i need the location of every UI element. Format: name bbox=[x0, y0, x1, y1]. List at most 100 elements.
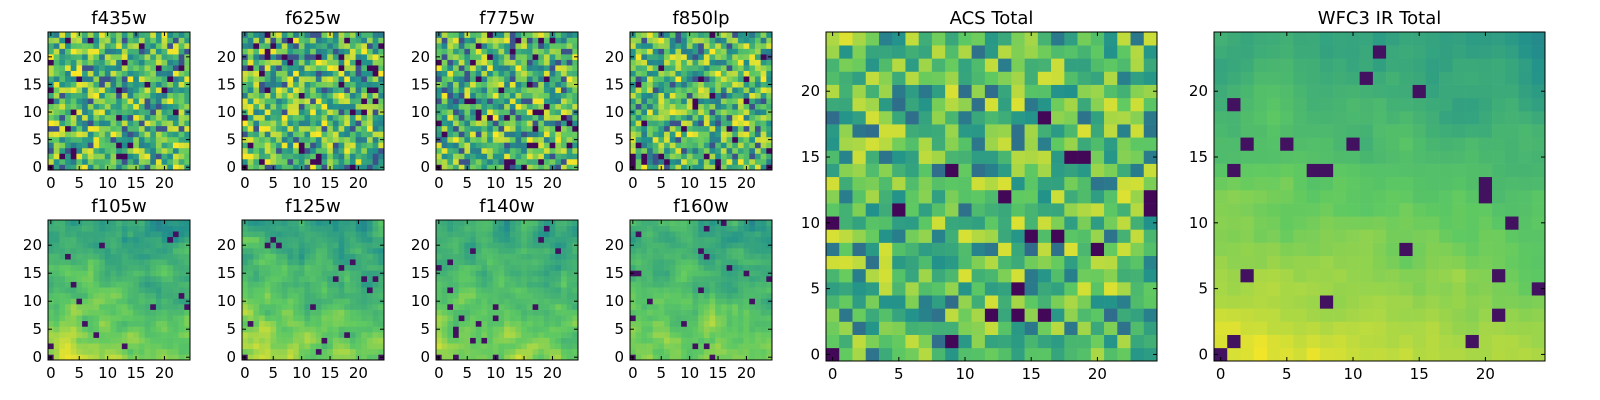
heatmap-cell bbox=[70, 54, 77, 60]
heatmap-cell bbox=[543, 220, 550, 226]
heatmap-cell bbox=[715, 98, 722, 105]
heatmap-cell bbox=[447, 125, 454, 132]
heatmap-cell bbox=[669, 142, 676, 149]
heatmap-cell bbox=[138, 48, 145, 55]
heatmap-cell bbox=[184, 259, 191, 266]
heatmap-cell bbox=[355, 292, 362, 299]
heatmap-cell bbox=[293, 158, 300, 165]
heatmap-cell bbox=[572, 92, 579, 99]
heatmap-cell bbox=[133, 59, 140, 66]
heatmap-cell bbox=[144, 164, 151, 171]
heatmap-cell bbox=[298, 264, 305, 271]
heatmap-cell bbox=[560, 164, 567, 171]
heatmap-cell bbox=[321, 343, 328, 350]
heatmap-cell bbox=[304, 65, 311, 71]
heatmap-cell bbox=[321, 348, 328, 355]
heatmap-cell bbox=[641, 70, 648, 77]
heatmap-cell bbox=[572, 32, 579, 38]
heatmap-cell bbox=[692, 153, 699, 160]
heatmap-cell bbox=[93, 315, 100, 322]
heatmap-cell bbox=[464, 48, 471, 55]
heatmap-cell bbox=[560, 248, 567, 254]
heatmap-cell bbox=[161, 304, 168, 310]
heatmap-cell bbox=[161, 54, 168, 60]
heatmap-cell bbox=[82, 109, 89, 116]
heatmap-cell bbox=[737, 147, 744, 154]
heatmap-cell bbox=[709, 114, 716, 121]
heatmap-cell bbox=[515, 87, 522, 94]
y-tick-label: 15 bbox=[411, 264, 430, 282]
heatmap-cell bbox=[709, 276, 716, 282]
heatmap-cell bbox=[281, 92, 288, 99]
heatmap-cell bbox=[372, 37, 379, 44]
heatmap-cell bbox=[566, 70, 573, 77]
heatmap-cell bbox=[327, 304, 334, 310]
heatmap-cell bbox=[458, 158, 465, 165]
heatmap-cell bbox=[270, 281, 277, 288]
heatmap-cell bbox=[304, 242, 311, 249]
heatmap-cell bbox=[498, 153, 505, 160]
heatmap-cell bbox=[167, 304, 174, 310]
heatmap-cell bbox=[732, 125, 739, 132]
heatmap-cell bbox=[321, 220, 328, 226]
heatmap-cell bbox=[447, 225, 454, 232]
heatmap-cell bbox=[110, 125, 117, 132]
heatmap-cell bbox=[560, 270, 567, 277]
heatmap-cell bbox=[464, 153, 471, 160]
heatmap-cell bbox=[515, 153, 522, 160]
heatmap-cell bbox=[53, 220, 60, 226]
y-tick-label: 20 bbox=[411, 236, 430, 254]
y-tick-label: 0 bbox=[420, 158, 430, 176]
heatmap-cell bbox=[447, 320, 454, 327]
heatmap-cell bbox=[184, 142, 191, 149]
heatmap-cell bbox=[743, 320, 750, 327]
heatmap-cell bbox=[726, 120, 733, 127]
heatmap-cell bbox=[65, 270, 72, 277]
heatmap-cell bbox=[298, 225, 305, 232]
heatmap-cell bbox=[372, 131, 379, 138]
heatmap-cell bbox=[675, 81, 682, 88]
heatmap-cell bbox=[630, 309, 636, 316]
heatmap-cell bbox=[332, 76, 339, 82]
heatmap-cell bbox=[178, 231, 185, 238]
heatmap-cell bbox=[760, 320, 767, 327]
heatmap-cell bbox=[720, 158, 727, 165]
heatmap-cell bbox=[155, 65, 162, 71]
heatmap-cell bbox=[310, 292, 317, 299]
heatmap-cell bbox=[630, 87, 636, 94]
heatmap-cell bbox=[436, 292, 442, 299]
heatmap-cell bbox=[127, 220, 134, 226]
heatmap-cell bbox=[167, 354, 174, 361]
heatmap-cell bbox=[766, 147, 773, 154]
heatmap-cell bbox=[110, 354, 117, 361]
heatmap-cell bbox=[121, 120, 128, 127]
heatmap-cell bbox=[754, 153, 761, 160]
heatmap-cell bbox=[93, 54, 100, 60]
heatmap-cell bbox=[470, 270, 477, 277]
heatmap-cell bbox=[504, 103, 511, 110]
heatmap-cell bbox=[366, 120, 373, 127]
heatmap-cell bbox=[310, 32, 317, 38]
heatmap-cell bbox=[338, 54, 345, 60]
heatmap-cell bbox=[150, 292, 157, 299]
heatmap-cell bbox=[82, 304, 89, 310]
heatmap-cell bbox=[298, 326, 305, 333]
heatmap-cell bbox=[549, 343, 556, 350]
heatmap-cell bbox=[566, 32, 573, 38]
heatmap-cell bbox=[749, 43, 756, 49]
heatmap-cell bbox=[184, 147, 191, 154]
heatmap-cell bbox=[298, 136, 305, 143]
heatmap-cell bbox=[133, 248, 140, 254]
heatmap-cell bbox=[686, 114, 693, 121]
heatmap-cell bbox=[259, 32, 266, 38]
heatmap-cell bbox=[366, 225, 373, 232]
heatmap-cell bbox=[167, 54, 174, 60]
heatmap-cell bbox=[253, 131, 260, 138]
heatmap-cell bbox=[572, 281, 579, 288]
heatmap-cell bbox=[253, 264, 260, 271]
heatmap-cell bbox=[253, 348, 260, 355]
heatmap-cell bbox=[498, 315, 505, 322]
heatmap-cell bbox=[247, 332, 254, 338]
heatmap-cell bbox=[555, 326, 562, 333]
heatmap-cell bbox=[669, 153, 676, 160]
